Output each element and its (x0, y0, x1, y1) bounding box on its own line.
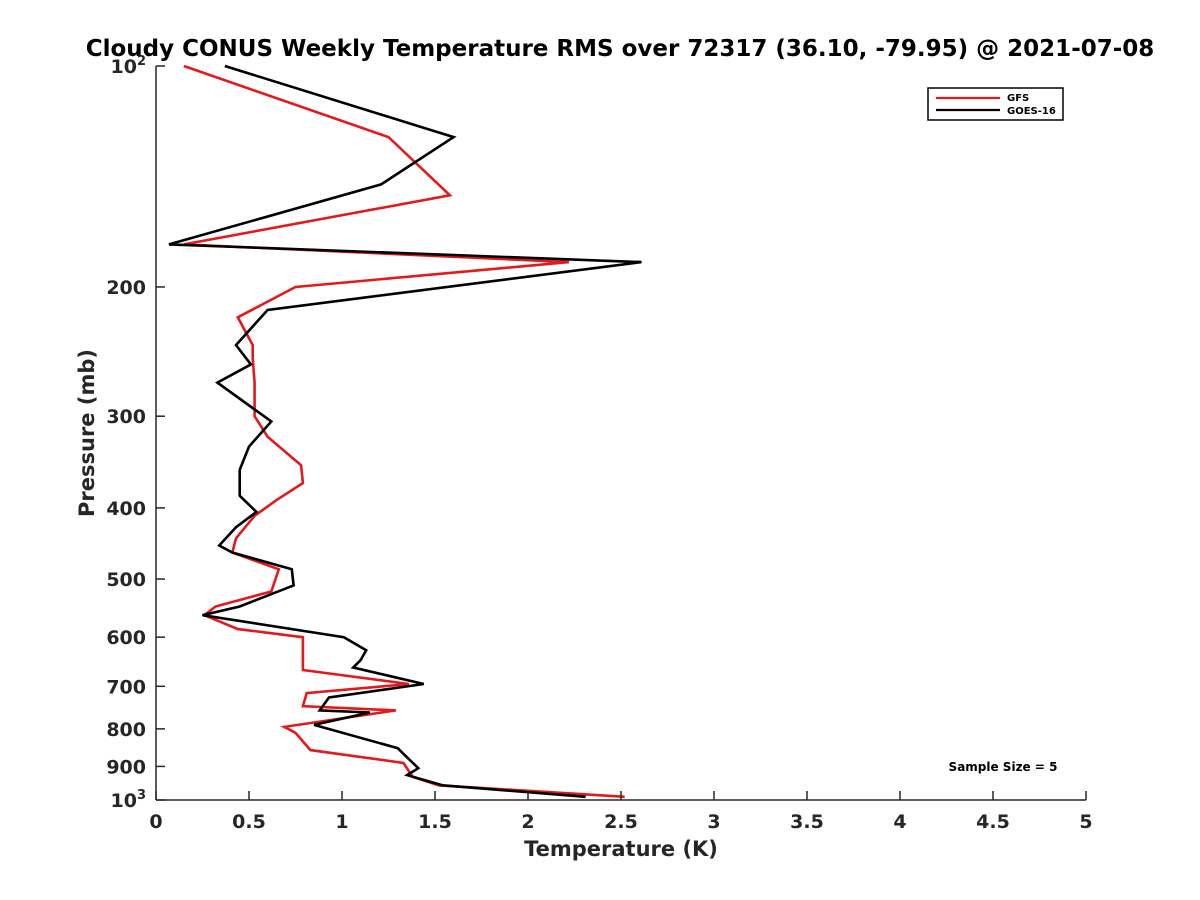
x-tick-label: 0.5 (232, 811, 266, 833)
y-tick-label: 700 (106, 676, 146, 698)
x-axis-label: Temperature (K) (524, 837, 718, 861)
x-tick-label: 4 (893, 811, 906, 833)
x-tick-label: 1.5 (418, 811, 452, 833)
y-tick-label: 800 (106, 719, 146, 741)
series-line-gfs (183, 64, 625, 799)
legend-box (927, 87, 1064, 121)
plot-lines (168, 64, 642, 799)
legend-label-gfs: GFS (1007, 93, 1029, 104)
x-tick-label: 4.5 (976, 811, 1010, 833)
y-tick-label: 900 (106, 756, 146, 778)
y-tick-label: 300 (106, 406, 146, 428)
y-tick-label: 102 (111, 54, 147, 78)
legend-label-goes-16: GOES-16 (1007, 106, 1056, 117)
x-tick-label: 3 (707, 811, 720, 833)
chart-title: Cloudy CONUS Weekly Temperature RMS over… (86, 36, 1155, 62)
y-tick-label: 400 (106, 498, 146, 520)
x-tick-label: 2.5 (604, 811, 638, 833)
x-tick-label: 2 (521, 811, 534, 833)
x-tick-label: 0 (149, 811, 162, 833)
x-tick-label: 3.5 (790, 811, 824, 833)
series-line-goes-16 (168, 64, 642, 799)
sample-size-annotation: Sample Size = 5 (949, 760, 1058, 774)
x-ticks: 0 0.5 1 1.5 2 2.5 3 3.5 4 4.5 5 (149, 791, 1093, 833)
x-tick-label: 1 (335, 811, 348, 833)
y-tick-label: 500 (106, 569, 146, 591)
y-tick-label: 103 (111, 788, 147, 812)
y-ticks: 102 200 300 400 500 600 700 800 900 103 (106, 54, 165, 812)
y-tick-label: 600 (106, 627, 146, 649)
y-tick-label: 200 (106, 277, 146, 299)
x-tick-label: 5 (1079, 811, 1092, 833)
y-axis-label: Pressure (mb) (75, 349, 99, 517)
legend: GFS GOES-16 (927, 87, 1064, 121)
